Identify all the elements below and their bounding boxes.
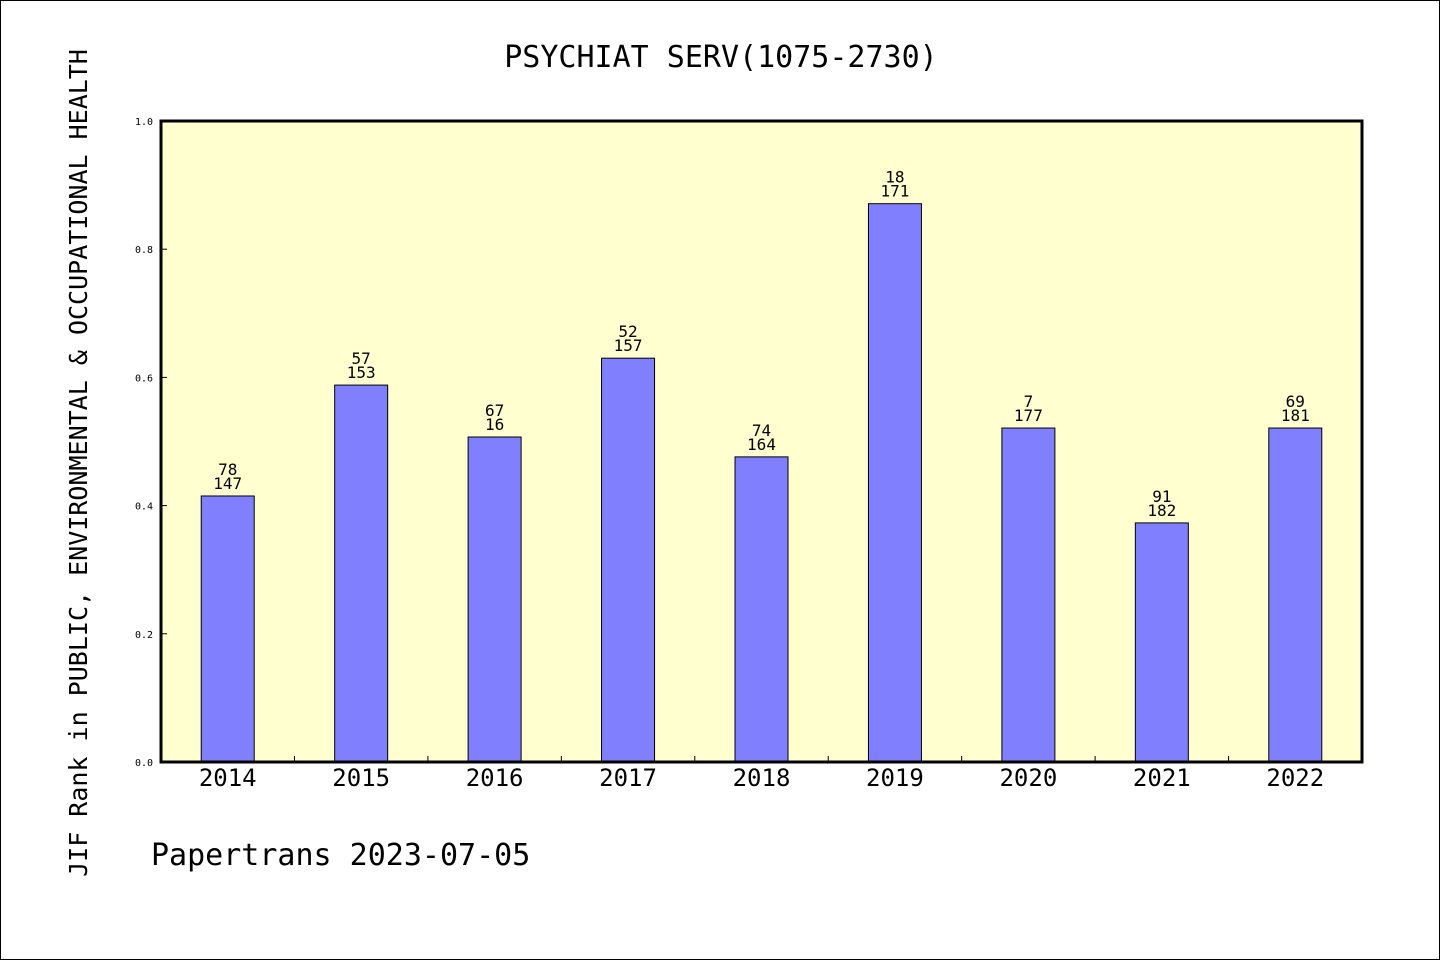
x-tick-label-2021: 2021: [1133, 764, 1191, 792]
rank-label-2018: 74: [752, 421, 771, 440]
bar-2015: [334, 384, 389, 763]
rank-label-2015: 57: [352, 349, 371, 368]
total-label-2014: 147: [213, 474, 242, 493]
x-tick-label-2017: 2017: [599, 764, 657, 792]
y-tick-label: 0.4: [135, 502, 153, 513]
total-label-2019: 171: [880, 182, 909, 201]
total-label-2021: 182: [1147, 501, 1176, 520]
chart-title: PSYCHIAT SERV(1075-2730): [504, 40, 937, 75]
bars-layer: [200, 203, 1323, 763]
rank-label-2022: 69: [1286, 392, 1305, 411]
rank-label-2019: 18: [885, 168, 904, 187]
y-tick-label: 0.2: [135, 630, 153, 641]
bar-2014: [200, 495, 255, 763]
total-label-2020: 177: [1014, 406, 1043, 425]
bar-2016: [467, 436, 522, 763]
bar-2020: [1001, 427, 1056, 763]
rank-label-2021: 91: [1152, 487, 1171, 506]
y-tick-label: 1.0: [135, 117, 153, 128]
rank-label-2016: 67: [485, 401, 504, 420]
x-tick-label-2018: 2018: [733, 764, 791, 792]
total-label-2017: 157: [614, 336, 643, 355]
y-tick-label: 0.6: [135, 373, 153, 384]
total-label-2018: 164: [747, 435, 776, 454]
rank-label-2017: 52: [618, 322, 637, 341]
total-label-2016: 16: [485, 415, 504, 434]
bar-2018: [734, 456, 789, 763]
y-tick-label: 0.8: [135, 245, 153, 256]
total-label-2022: 181: [1281, 406, 1310, 425]
x-tick-label-2016: 2016: [466, 764, 524, 792]
x-tick-label-2019: 2019: [866, 764, 924, 792]
plot-border: [159, 119, 1364, 764]
x-tick-label-2015: 2015: [332, 764, 390, 792]
x-tick-label-2022: 2022: [1266, 764, 1324, 792]
bar-2019: [867, 203, 922, 763]
rank-label-2014: 78: [218, 460, 237, 479]
x-tick-label-2020: 2020: [999, 764, 1057, 792]
bar-2022: [1268, 427, 1323, 763]
footer-text: Papertrans 2023-07-05: [151, 838, 530, 873]
bar-2021: [1134, 522, 1189, 763]
rank-label-2020: 7: [1024, 392, 1034, 411]
total-label-2015: 153: [347, 363, 376, 382]
bar-2017: [601, 357, 656, 763]
x-tick-label-2014: 2014: [199, 764, 257, 792]
y-tick-label: 0.0: [135, 758, 153, 769]
axes-layer: 0.0 0.2 0.4 0.6 0.8 1.0 2014 2015 2016 2017 2018 20…: [135, 117, 1324, 792]
y-axis-label: JIF Rank in PUBLIC, ENVIRONMENTAL & OCCU…: [64, 49, 93, 877]
